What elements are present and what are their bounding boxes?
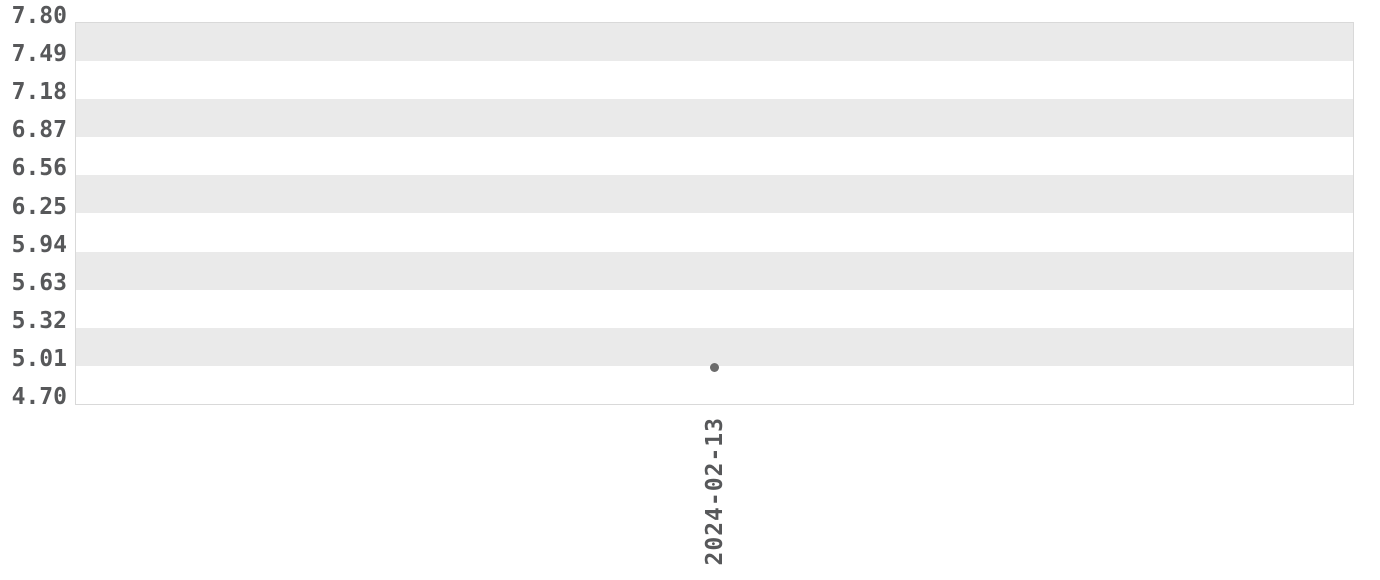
y-axis-tick-label: 6.87 bbox=[11, 117, 67, 144]
y-axis-tick-label: 4.70 bbox=[11, 384, 67, 410]
y-axis-tick-label: 6.25 bbox=[11, 193, 67, 220]
y-axis-tick-label: 5.94 bbox=[11, 231, 67, 258]
grid-band bbox=[76, 99, 1353, 138]
y-axis-tick-label: 7.80 bbox=[11, 3, 67, 29]
grid-band bbox=[76, 23, 1353, 62]
x-axis-tick-label: 2024-02-13 bbox=[701, 416, 728, 566]
x-axis-tick: 2024-02-13 bbox=[655, 405, 775, 577]
y-axis-tick-label: 5.32 bbox=[11, 307, 67, 334]
grid-band bbox=[76, 175, 1353, 214]
y-axis-tick-label: 7.18 bbox=[11, 79, 67, 106]
data-point[interactable] bbox=[710, 362, 719, 372]
grid-band bbox=[76, 251, 1353, 290]
y-axis-tick-label: 7.49 bbox=[11, 41, 67, 68]
y-axis-tick-label: 6.56 bbox=[11, 155, 67, 182]
y-axis-tick-label: 5.01 bbox=[11, 345, 67, 372]
plot-area bbox=[75, 22, 1354, 405]
y-axis-tick-label: 5.63 bbox=[11, 269, 67, 296]
grid-band bbox=[76, 327, 1353, 366]
